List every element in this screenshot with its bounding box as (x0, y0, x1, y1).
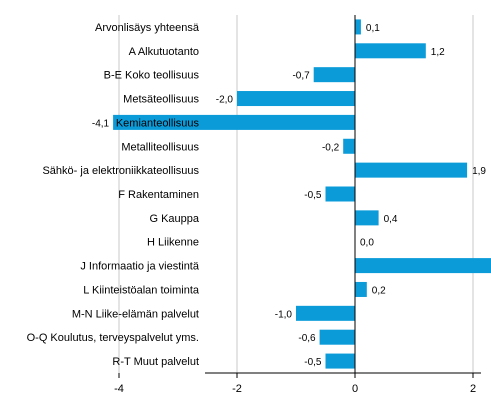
value-label-3: -2,0 (216, 95, 234, 106)
category-label-4: Kemianteollisuus (116, 117, 200, 129)
bar-1 (355, 43, 426, 59)
value-label-1: 1,2 (431, 47, 445, 58)
bar-13 (319, 329, 355, 345)
category-label-10: J Informaatio ja viestintä (80, 261, 199, 273)
bar-2 (313, 67, 355, 83)
value-label-4: -4,1 (92, 118, 110, 129)
value-label-2: -0,7 (292, 71, 310, 82)
bar-4 (113, 114, 355, 130)
x-tick-label-2: 0 (352, 383, 358, 395)
category-label-13: O-Q Koulutus, terveyspalvelut yms. (27, 332, 199, 344)
x-tick-label-3: 2 (470, 383, 476, 395)
category-label-3: Metsäteollisuus (123, 94, 199, 106)
value-label-14: -0,5 (304, 357, 322, 368)
bar-12 (296, 305, 355, 321)
category-label-2: B-E Koko teollisuus (104, 70, 200, 82)
category-label-9: H Liikenne (147, 237, 199, 249)
bar-14 (325, 353, 355, 369)
category-label-1: A Alkutuotanto (129, 46, 199, 58)
value-label-0: 0,1 (366, 23, 380, 34)
bars (113, 19, 491, 369)
value-label-8: 0,4 (384, 214, 398, 225)
x-tick-label-1: -2 (232, 383, 242, 395)
labels: 0,1 Arvonlisäys yhteensä 1,2 A Alkutuotanto… (27, 22, 487, 395)
category-label-12: M-N Liike-elämän palvelut (72, 308, 199, 320)
value-label-12: -1,0 (275, 309, 293, 320)
bar-8 (355, 210, 379, 226)
bar-6 (355, 162, 468, 178)
value-label-9: 0,0 (360, 238, 374, 249)
bar-7 (325, 186, 355, 202)
value-label-5: -0,2 (322, 142, 340, 153)
bar-3 (237, 91, 355, 107)
bar-5 (343, 138, 355, 154)
category-label-7: F Rakentaminen (118, 189, 199, 201)
x-tick-label-0: -4 (114, 383, 124, 395)
value-label-11: 0,2 (372, 285, 386, 296)
category-label-11: L Kiinteistöalan toiminta (83, 284, 200, 296)
value-label-7: -0,5 (304, 190, 322, 201)
category-label-6: Sähkö- ja elektroniikkateollisuus (42, 165, 199, 177)
bar-0 (355, 19, 361, 35)
grid-lines (118, 15, 474, 373)
category-label-8: G Kauppa (149, 213, 199, 225)
value-label-6: 1,9 (472, 166, 486, 177)
category-label-14: R-T Muut palvelut (112, 356, 199, 368)
category-label-0: Arvonlisäys yhteensä (95, 22, 200, 34)
category-label-5: Metalliteollisuus (121, 141, 199, 153)
bar-11 (355, 281, 367, 297)
bar-10 (355, 258, 491, 274)
value-label-13: -0,6 (298, 333, 316, 344)
axes (118, 15, 481, 378)
